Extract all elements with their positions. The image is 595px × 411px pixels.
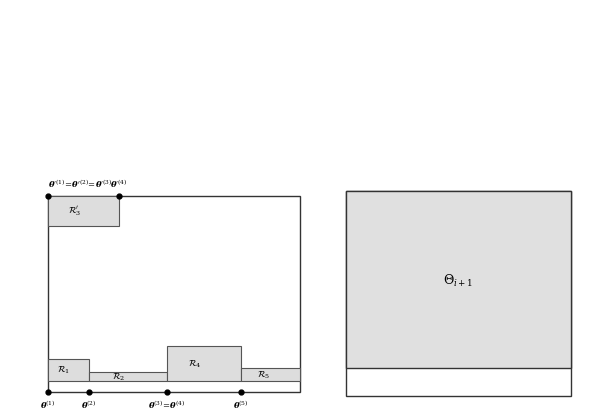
Bar — [89, 372, 167, 381]
Text: $\boldsymbol{\theta}^{(3)}\!=\!\boldsymbol{\theta}^{(4)}$: $\boldsymbol{\theta}^{(3)}\!=\!\boldsymb… — [148, 399, 185, 411]
Text: $\boldsymbol{\theta}'^{(1)}\!=\!\boldsymbol{\theta}'^{(2)}\!=\!\boldsymbol{\thet: $\boldsymbol{\theta}'^{(1)}\!=\!\boldsym… — [48, 179, 112, 190]
Bar — [346, 192, 571, 368]
Bar — [167, 346, 241, 381]
Bar — [241, 368, 300, 381]
Text: $\mathcal{R}_3'$: $\mathcal{R}_3'$ — [68, 204, 82, 218]
Text: $\boldsymbol{\theta}^{(2)}$: $\boldsymbol{\theta}^{(2)}$ — [82, 399, 97, 411]
Text: $\boldsymbol{\theta}'^{(4)}$: $\boldsymbol{\theta}'^{(4)}$ — [110, 179, 128, 190]
Text: $\mathcal{R}_1$: $\mathcal{R}_1$ — [57, 364, 70, 376]
Bar — [48, 196, 119, 226]
Text: $\mathcal{R}_5$: $\mathcal{R}_5$ — [257, 368, 270, 381]
Text: $\mathcal{R}_2$: $\mathcal{R}_2$ — [112, 370, 126, 383]
Bar — [48, 359, 89, 381]
Bar — [48, 196, 300, 392]
Text: $\mathcal{R}_4$: $\mathcal{R}_4$ — [188, 357, 202, 370]
Text: $\boldsymbol{\theta}^{(5)}$: $\boldsymbol{\theta}^{(5)}$ — [233, 399, 249, 411]
Text: $\Theta_{i+1}$: $\Theta_{i+1}$ — [443, 273, 473, 289]
Text: $\boldsymbol{\theta}^{(1)}$: $\boldsymbol{\theta}^{(1)}$ — [40, 399, 55, 411]
